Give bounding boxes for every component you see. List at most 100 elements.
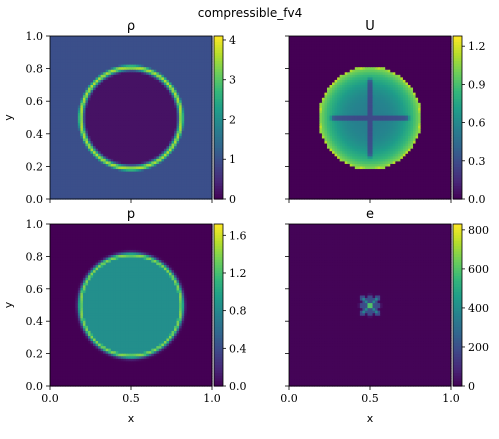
heatmap-cell [57, 114, 61, 119]
heatmap-cell [70, 109, 74, 114]
heatmap-cell [158, 114, 162, 119]
heatmap-cell [118, 135, 122, 139]
heatmap-cell [151, 168, 155, 172]
heatmap-cell [62, 117, 66, 121]
heatmap-cell [70, 135, 74, 139]
heatmap-cell [161, 137, 165, 142]
heatmap-cell [103, 148, 107, 152]
heatmap-cell [60, 170, 64, 175]
heatmap-cell [95, 104, 99, 108]
heatmap-cell [138, 114, 142, 119]
heatmap-cell [194, 112, 198, 116]
heatmap-cell [80, 153, 84, 157]
heatmap-cell [50, 104, 54, 108]
heatmap-cell [156, 84, 160, 88]
heatmap-cell [171, 170, 175, 175]
heatmap-cell [85, 160, 89, 164]
heatmap-cell [189, 89, 193, 93]
heatmap-cell [204, 92, 208, 96]
heatmap-cell [110, 125, 114, 129]
heatmap-cell [77, 125, 81, 129]
heatmap-cell [55, 122, 59, 126]
heatmap-cell [138, 196, 142, 200]
heatmap-cell [72, 142, 76, 147]
heatmap-cell [186, 163, 190, 167]
heatmap-cell [125, 191, 130, 195]
heatmap-cell [143, 127, 147, 131]
heatmap-cell [204, 183, 208, 187]
heatmap-cell [209, 158, 213, 162]
heatmap-cell [128, 165, 132, 170]
heatmap-cell [87, 158, 92, 162]
heatmap-cell [133, 112, 137, 116]
heatmap-cell [57, 122, 61, 126]
heatmap-cell [171, 114, 175, 119]
heatmap-cell [153, 92, 157, 96]
heatmap-cell [98, 135, 102, 139]
heatmap-cell [136, 107, 140, 111]
heatmap-cell [176, 183, 180, 187]
heatmap-cell [184, 165, 188, 170]
heatmap-cell [163, 163, 168, 167]
heatmap-cell [171, 178, 175, 182]
heatmap-cell [115, 104, 119, 108]
heatmap-cell [65, 112, 69, 116]
heatmap-cell [87, 165, 92, 170]
heatmap-cell [98, 168, 102, 172]
heatmap-cell [85, 125, 89, 129]
heatmap-cell [151, 104, 155, 108]
heatmap-cell [72, 114, 76, 119]
heatmap-cell [93, 142, 97, 147]
heatmap-cell [204, 84, 208, 88]
heatmap-cell [166, 137, 170, 142]
heatmap-cell [176, 125, 180, 129]
heatmap-cell [60, 183, 64, 187]
heatmap-cell [67, 102, 71, 106]
heatmap-cell [128, 186, 132, 190]
heatmap-cell [209, 112, 213, 116]
heatmap-cell [163, 140, 168, 144]
heatmap-cell [110, 191, 114, 195]
heatmap-cell [189, 135, 193, 139]
heatmap-cell [62, 132, 66, 136]
heatmap-cell [136, 193, 140, 198]
heatmap-cell [93, 130, 97, 134]
heatmap-cell [65, 163, 69, 167]
heatmap-cell [146, 125, 150, 129]
heatmap-cell [100, 137, 104, 142]
heatmap-cell [143, 99, 147, 103]
heatmap-cell [163, 165, 168, 170]
heatmap-cell [158, 109, 162, 114]
heatmap-cell [156, 86, 160, 91]
heatmap-cell [118, 99, 122, 103]
heatmap-cell [163, 173, 168, 177]
colorbar-tick-label: 4 [229, 34, 236, 47]
heatmap-cell [141, 186, 145, 190]
heatmap-cell [100, 107, 104, 111]
heatmap-cell [141, 120, 145, 124]
heatmap-cell [87, 97, 92, 101]
heatmap-cell [196, 125, 200, 129]
heatmap-cell [95, 176, 99, 180]
heatmap-cell [179, 168, 183, 172]
heatmap-cell [174, 102, 178, 106]
heatmap-cell [143, 165, 147, 170]
heatmap-cell [85, 104, 89, 108]
heatmap-cell [204, 165, 208, 170]
heatmap-cell [82, 104, 87, 108]
heatmap-cell [115, 102, 119, 106]
heatmap-cell [65, 102, 69, 106]
heatmap-cell [133, 135, 137, 139]
heatmap-cell [199, 107, 203, 111]
heatmap-cell [153, 196, 157, 200]
heatmap-cell [153, 168, 157, 172]
heatmap-cell [77, 181, 81, 185]
heatmap-cell [103, 127, 107, 131]
heatmap-cell [65, 145, 69, 149]
heatmap-cell [191, 132, 195, 136]
heatmap-cell [181, 148, 185, 152]
heatmap-cell [128, 112, 132, 116]
heatmap-cell [103, 94, 107, 98]
heatmap-cell [131, 99, 135, 103]
heatmap-cell [103, 107, 107, 111]
